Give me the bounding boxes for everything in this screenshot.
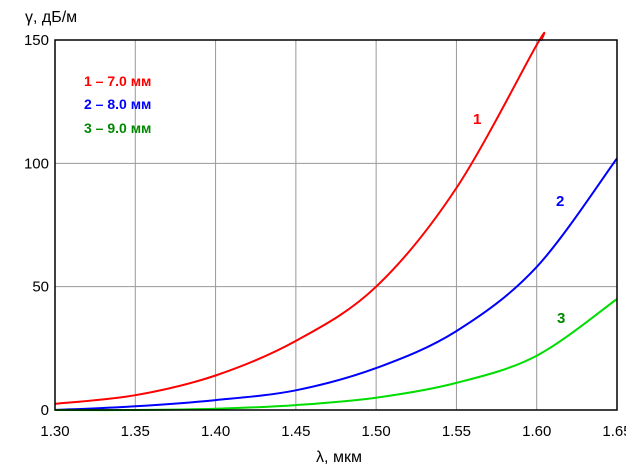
curve-label-3: 3 [557,310,565,327]
y-axis-label: γ, дБ/м [25,9,77,26]
legend: 1 – 7.0 мм 2 – 8.0 мм 3 – 9.0 мм [84,73,151,136]
x-tick-label: 1.50 [362,423,391,440]
x-tick-label: 1.45 [281,423,310,440]
y-tick-label: 50 [32,279,49,296]
x-tick-label: 1.55 [442,423,471,440]
legend-item-1: 1 – 7.0 мм [84,73,151,89]
y-tick-label: 100 [24,155,49,172]
x-tick-label: 1.40 [201,423,230,440]
legend-item-3: 3 – 9.0 мм [84,120,151,136]
x-tick-label: 1.65 [602,423,626,440]
plot-frame [54,39,618,411]
legend-item-2: 2 – 8.0 мм [84,96,151,112]
series-line-2 [54,157,618,411]
grid [55,40,617,410]
x-tick-label: 1.30 [40,423,69,440]
plot-area [55,40,617,410]
y-tick-label: 150 [24,32,49,49]
y-tick-label: 0 [41,402,49,419]
series-line-1 [54,31,546,405]
curve-label-1: 1 [473,111,481,128]
x-axis-label: λ, мкм [316,449,362,466]
x-tick-label: 1.60 [522,423,551,440]
x-tick-label: 1.35 [121,423,150,440]
y-tick-labels: 0 50 100 150 [24,32,49,419]
x-tick-labels: 1.30 1.35 1.40 1.45 1.50 1.55 1.60 1.65 [40,423,626,440]
curve-label-2: 2 [556,193,564,210]
